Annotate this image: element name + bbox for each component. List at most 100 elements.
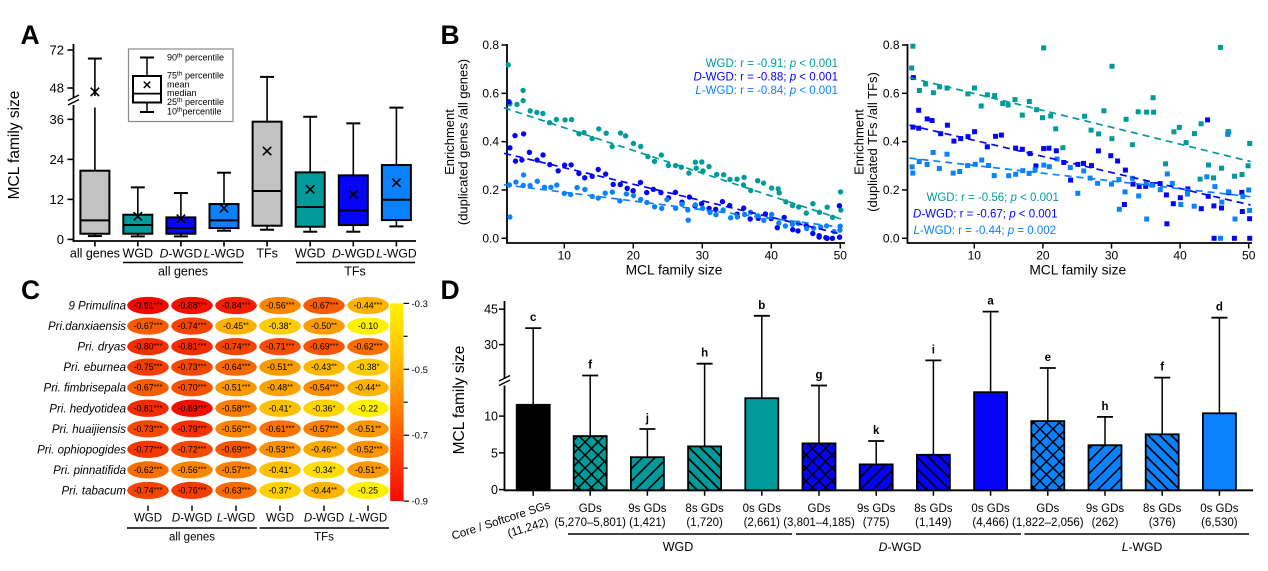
- svg-text:0.8: 0.8: [482, 38, 499, 52]
- svg-text:-0.34*: -0.34*: [313, 464, 336, 475]
- svg-text:mean: mean: [167, 80, 190, 90]
- svg-text:-0.73***: -0.73***: [134, 423, 163, 434]
- svg-text:50: 50: [1242, 249, 1256, 263]
- svg-text:-0.50**: -0.50**: [311, 321, 337, 332]
- svg-text:k: k: [873, 425, 880, 437]
- svg-text:0.4: 0.4: [883, 135, 900, 149]
- svg-text:WGD: WGD: [663, 540, 694, 554]
- svg-text:Pri. tabacum: Pri. tabacum: [61, 485, 126, 497]
- svg-text:90th percentile: 90th percentile: [167, 53, 224, 63]
- svg-text:0.6: 0.6: [482, 86, 499, 100]
- svg-text:8s GDs: 8s GDs: [1143, 503, 1182, 515]
- svg-text:D-WGD: D-WGD: [160, 247, 203, 261]
- svg-text:-0.63***: -0.63***: [222, 485, 251, 496]
- svg-text:-0.73***: -0.73***: [178, 362, 207, 373]
- svg-text:(2,661): (2,661): [744, 517, 781, 529]
- svg-text:-0.45**: -0.45**: [223, 321, 249, 332]
- svg-text:-0.80***: -0.80***: [134, 341, 163, 352]
- svg-text:TFs: TFs: [314, 532, 334, 544]
- svg-text:-0.67***: -0.67***: [134, 382, 163, 393]
- svg-text:72: 72: [50, 43, 64, 58]
- svg-text:-0.5: -0.5: [412, 365, 428, 376]
- svg-text:Enrichment: Enrichment: [852, 109, 867, 175]
- svg-text:-0.74***: -0.74***: [134, 485, 163, 496]
- svg-text:j: j: [645, 413, 649, 425]
- svg-text:L-WGD: L-WGD: [376, 247, 417, 261]
- svg-text:Pri. eburnea: Pri. eburnea: [63, 362, 126, 374]
- svg-text:-0.51**: -0.51**: [355, 464, 381, 475]
- svg-text:8s GDs: 8s GDs: [685, 503, 724, 515]
- svg-text:GDs: GDs: [579, 503, 602, 515]
- svg-text:MCL family size: MCL family size: [1029, 263, 1126, 278]
- svg-text:30: 30: [696, 249, 710, 263]
- svg-text:(5,270–5,801): (5,270–5,801): [554, 517, 626, 529]
- svg-text:a: a: [987, 296, 994, 308]
- svg-text:Pri. pinnatifida: Pri. pinnatifida: [53, 465, 126, 477]
- svg-text:9s GDs: 9s GDs: [857, 503, 896, 515]
- svg-text:-0.91***: -0.91***: [134, 300, 163, 311]
- svg-text:(775): (775): [863, 517, 890, 529]
- svg-text:0: 0: [491, 483, 498, 497]
- svg-text:0.2: 0.2: [883, 183, 900, 197]
- svg-text:-0.81***: -0.81***: [178, 341, 207, 352]
- svg-text:Pri. fimbrisepala: Pri. fimbrisepala: [44, 383, 126, 395]
- svg-text:-0.62***: -0.62***: [354, 341, 383, 352]
- svg-text:-0.58***: -0.58***: [222, 403, 251, 414]
- svg-text:L-WGD: L-WGD: [349, 513, 387, 525]
- svg-text:(1,149): (1,149): [915, 517, 952, 529]
- svg-text:0.8: 0.8: [883, 38, 900, 52]
- svg-text:(1,822–2,056): (1,822–2,056): [1012, 517, 1084, 529]
- svg-text:0.6: 0.6: [883, 86, 900, 100]
- svg-text:(376): (376): [1149, 517, 1176, 529]
- svg-text:-0.56***: -0.56***: [178, 464, 207, 475]
- svg-text:10: 10: [968, 249, 982, 263]
- svg-text:-0.41*: -0.41*: [269, 464, 292, 475]
- svg-text:-0.22: -0.22: [358, 403, 378, 413]
- svg-text:-0.9: -0.9: [412, 497, 428, 508]
- svg-text:8s GDs: 8s GDs: [914, 503, 953, 515]
- svg-text:-0.81***: -0.81***: [134, 403, 163, 414]
- svg-text:L-WGD: L-WGD: [1122, 540, 1163, 554]
- svg-text:L-WGD: r = -0.44; p = 0.002: L-WGD: r = -0.44; p = 0.002: [914, 225, 1057, 237]
- svg-text:MCL family size: MCL family size: [6, 91, 23, 200]
- svg-text:Pri. huaijiensis: Pri. huaijiensis: [52, 424, 126, 436]
- svg-text:-0.44**: -0.44**: [311, 485, 337, 496]
- svg-text:(4,466): (4,466): [972, 517, 1009, 529]
- svg-text:25th percentile: 25th percentile: [167, 97, 224, 107]
- svg-text:L-WGD: r = -0.84; p < 0.001: L-WGD: r = -0.84; p < 0.001: [695, 85, 838, 97]
- svg-text:GDs: GDs: [808, 503, 831, 515]
- svg-text:h: h: [701, 348, 708, 360]
- svg-text:C: C: [21, 275, 40, 305]
- svg-text:-0.46**: -0.46**: [311, 444, 337, 455]
- svg-text:75th percentile: 75th percentile: [167, 71, 224, 81]
- svg-text:-0.57***: -0.57***: [310, 423, 339, 434]
- svg-text:-0.3: -0.3: [412, 299, 428, 310]
- svg-text:0.0: 0.0: [883, 231, 900, 245]
- svg-text:L-WGD: L-WGD: [204, 247, 245, 261]
- svg-text:-0.71***: -0.71***: [266, 341, 295, 352]
- svg-text:Pri. ophiopogides: Pri. ophiopogides: [37, 444, 126, 456]
- svg-text:-0.53***: -0.53***: [266, 444, 295, 455]
- svg-text:12: 12: [50, 192, 64, 207]
- svg-text:-0.51**: -0.51**: [267, 362, 293, 373]
- svg-text:-0.56***: -0.56***: [266, 300, 295, 311]
- svg-text:-0.57***: -0.57***: [222, 464, 251, 475]
- svg-text:0.2: 0.2: [482, 183, 499, 197]
- svg-text:(1,421): (1,421): [629, 517, 666, 529]
- svg-text:WGD: r = -0.91; p < 0.001: WGD: r = -0.91; p < 0.001: [706, 58, 838, 70]
- svg-text:(duplicated genes /all genes): (duplicated genes /all genes): [456, 59, 471, 225]
- svg-text:-0.74***: -0.74***: [178, 321, 207, 332]
- svg-text:d: d: [1216, 302, 1223, 314]
- svg-text:45: 45: [484, 303, 498, 317]
- svg-text:A: A: [21, 20, 40, 50]
- svg-text:all genes: all genes: [169, 532, 215, 544]
- svg-text:i: i: [932, 344, 935, 356]
- svg-text:-0.69***: -0.69***: [222, 444, 251, 455]
- svg-text:MCL family size: MCL family size: [451, 346, 468, 455]
- svg-text:D: D: [441, 275, 460, 305]
- svg-text:-0.69***: -0.69***: [310, 341, 339, 352]
- svg-text:30: 30: [1105, 249, 1119, 263]
- svg-text:9s GDs: 9s GDs: [628, 503, 667, 515]
- svg-text:-0.10: -0.10: [358, 321, 378, 331]
- svg-text:WGD: WGD: [266, 513, 294, 525]
